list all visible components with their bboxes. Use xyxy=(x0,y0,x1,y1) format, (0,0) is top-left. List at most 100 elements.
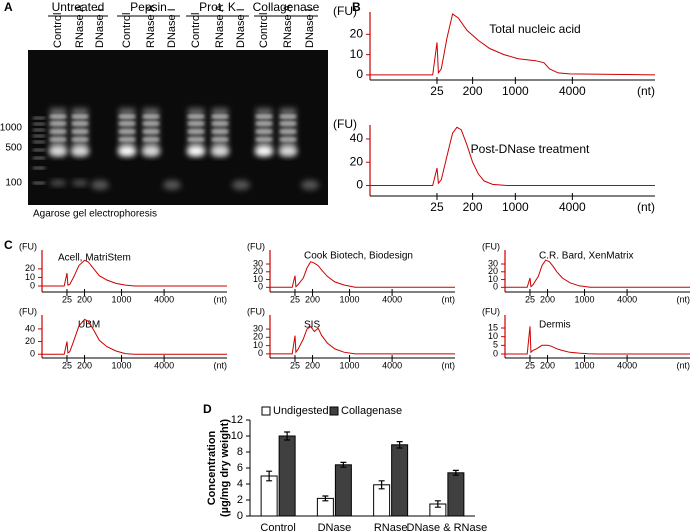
x-axis-label: (nt) xyxy=(637,84,655,98)
y-tick-label: 0 xyxy=(30,349,35,359)
y-tick-label: 30 xyxy=(488,258,498,268)
x-tick-label: 1000 xyxy=(112,360,132,370)
trace xyxy=(42,318,227,355)
gel-band xyxy=(119,122,135,125)
lane-label: Control xyxy=(121,13,133,48)
error-bar xyxy=(378,480,385,490)
x-axis-label: (nt) xyxy=(442,294,456,304)
x-tick-label: 200 xyxy=(463,200,483,214)
y-axis-label: Concentration xyxy=(206,430,218,505)
panel-label: A xyxy=(4,0,13,14)
gel-band xyxy=(188,130,204,133)
ladder-band xyxy=(33,167,45,169)
lane-label: DNase I xyxy=(166,8,178,48)
panel-label: B xyxy=(352,0,361,14)
trace xyxy=(270,325,455,355)
gel-band xyxy=(118,146,136,156)
gel-band xyxy=(163,180,181,190)
gel-band xyxy=(188,138,204,141)
gel-band xyxy=(280,138,296,141)
x-tick-label: 200 xyxy=(540,294,555,304)
x-tick-label: 25 xyxy=(290,360,300,370)
gel-band xyxy=(212,138,228,141)
y-tick-label: 0 xyxy=(258,348,263,358)
error-bar xyxy=(266,470,273,482)
gel-band xyxy=(50,122,66,125)
ladder-band xyxy=(33,117,45,119)
lane-label: RNase A xyxy=(214,4,226,48)
chart-title: Cook Biotech, Biodesign xyxy=(304,251,413,262)
y-tick-label: 20 xyxy=(25,263,35,273)
y-tick-label: 40 xyxy=(350,131,364,145)
x-tick-label: 200 xyxy=(463,84,483,98)
x-tick-label: 4000 xyxy=(154,360,174,370)
gel-band xyxy=(256,122,272,125)
y-tick-label: 0 xyxy=(258,282,263,292)
legend-swatch xyxy=(329,406,339,416)
gel-band xyxy=(50,180,66,186)
x-tick-label: 1000 xyxy=(340,360,360,370)
x-tick-label: Control xyxy=(260,522,295,532)
ladder-band xyxy=(33,123,45,125)
chart-title: Post-DNase treatment xyxy=(471,142,590,156)
y-tick-label: 10 xyxy=(488,331,498,341)
gel-band xyxy=(211,146,229,156)
y-tick-label: 0 xyxy=(356,178,363,192)
gel-band xyxy=(71,146,89,156)
trace xyxy=(505,326,690,355)
ladder-band xyxy=(33,129,45,131)
y-tick-label: 5 xyxy=(493,340,498,350)
gel-band xyxy=(91,180,109,190)
x-tick-label: 4000 xyxy=(559,200,586,214)
x-tick-label: 4000 xyxy=(382,360,402,370)
gel-band xyxy=(142,146,160,156)
ladder-band xyxy=(33,157,45,159)
gel-band xyxy=(72,122,88,125)
x-tick-label: DNase xyxy=(318,522,352,532)
bar xyxy=(278,435,296,517)
y-tick-label: 0 xyxy=(30,280,35,290)
y-axis-label: (µg/mg dry weight) xyxy=(219,419,231,517)
panel-label: D xyxy=(203,402,212,416)
lane-label: Control xyxy=(258,13,270,48)
x-tick-label: 25 xyxy=(430,84,444,98)
gel-band xyxy=(49,146,67,156)
x-tick-label: 4000 xyxy=(382,294,402,304)
bar xyxy=(334,464,352,517)
gel-band xyxy=(119,138,135,141)
gel-band xyxy=(212,122,228,125)
x-axis-label: (nt) xyxy=(637,200,655,214)
legend-swatch xyxy=(261,406,271,416)
gel-band xyxy=(119,115,135,118)
lane-label: DNase I xyxy=(94,8,106,48)
x-tick-label: 200 xyxy=(540,360,555,370)
y-tick-label: 15 xyxy=(488,322,498,332)
lane-label: RNase A xyxy=(74,4,86,48)
y-tick-label: 20 xyxy=(350,27,364,41)
gel-band xyxy=(72,138,88,141)
gel-group-label: Collagenase xyxy=(253,0,320,14)
x-tick-label: 1000 xyxy=(502,84,529,98)
y-axis-label: (FU) xyxy=(247,306,265,316)
x-tick-label: 4000 xyxy=(617,360,637,370)
x-axis-label: (nt) xyxy=(442,360,456,370)
legend-label: Collagenase xyxy=(341,405,402,417)
bar xyxy=(373,484,391,517)
lane-label: Control xyxy=(52,13,64,48)
error-bar xyxy=(284,431,291,441)
x-axis-label: (nt) xyxy=(677,294,691,304)
x-tick-label: 200 xyxy=(305,360,320,370)
y-tick-label: 0 xyxy=(237,510,243,522)
x-tick-label: 200 xyxy=(305,294,320,304)
x-tick-label: 1000 xyxy=(112,294,132,304)
y-tick-label: 0 xyxy=(493,282,498,292)
lane-label: RNase A xyxy=(145,4,157,48)
x-axis-label: (nt) xyxy=(214,360,228,370)
y-tick-label: 10 xyxy=(350,47,364,61)
gel-band xyxy=(256,138,272,141)
ladder-band xyxy=(33,135,45,137)
gel-band xyxy=(50,130,66,133)
x-tick-label: DNase & RNase xyxy=(407,522,488,532)
lane-label: DNase I xyxy=(304,8,316,48)
